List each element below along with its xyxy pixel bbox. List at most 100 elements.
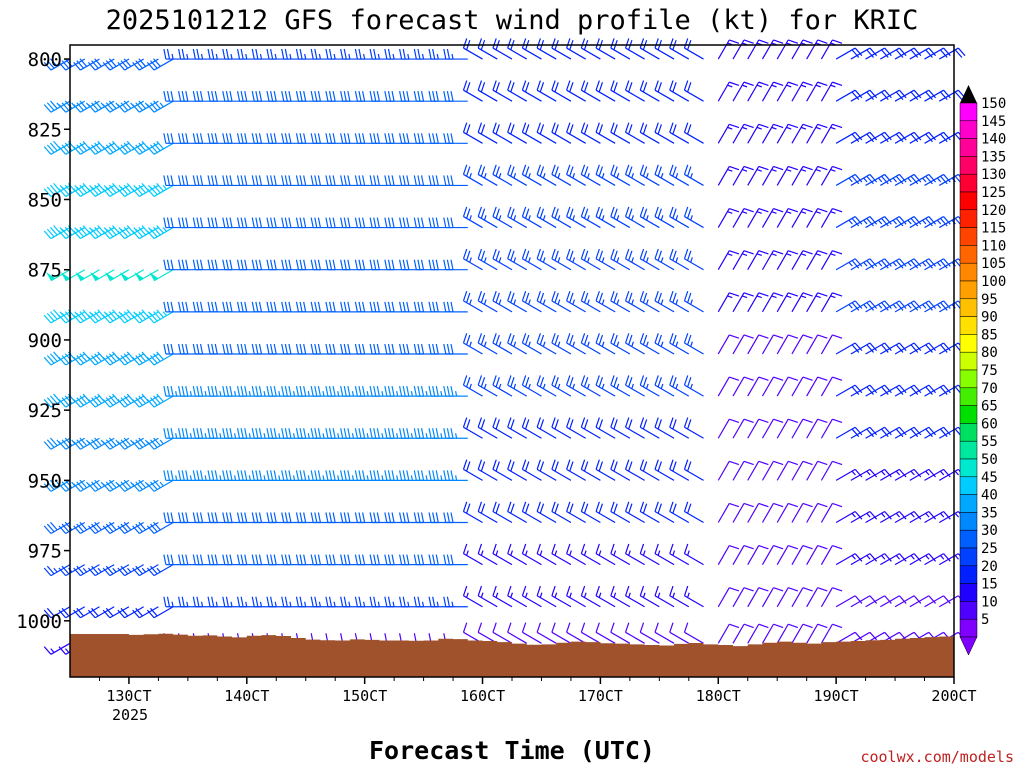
- x-tick-label: 150CT: [342, 687, 387, 705]
- wind-barb: [610, 80, 631, 102]
- wind-barb: [791, 502, 813, 523]
- wind-barb: [791, 623, 813, 644]
- wind-barb: [669, 206, 690, 229]
- wind-barb: [669, 290, 690, 313]
- wind-barb: [251, 133, 277, 144]
- colorbar-label: 150: [981, 96, 1006, 112]
- wind-barb: [806, 502, 828, 523]
- wind-barb: [43, 225, 71, 240]
- wind-barb: [551, 122, 572, 144]
- wind-barb: [835, 173, 863, 186]
- wind-barb: [595, 290, 616, 313]
- wind-barb: [551, 375, 572, 397]
- wind-barb: [820, 250, 843, 271]
- wind-barb: [428, 217, 454, 229]
- wind-barb: [428, 259, 454, 271]
- wind-barb: [477, 459, 498, 481]
- wind-barb: [806, 545, 828, 565]
- wind-barb: [880, 553, 907, 566]
- wind-barb: [761, 81, 784, 102]
- wind-barb: [580, 248, 601, 271]
- wind-barb: [610, 290, 631, 313]
- wind-barb: [443, 596, 468, 608]
- wind-barb: [639, 122, 660, 144]
- wind-barbs-layer: [43, 38, 966, 655]
- colorbar-swatch: [959, 618, 978, 638]
- wind-barb: [924, 131, 951, 144]
- wind-barb: [507, 290, 528, 313]
- wind-barb: [683, 38, 704, 60]
- wind-barb: [462, 375, 483, 397]
- wind-barb: [492, 122, 513, 144]
- wind-barb: [835, 510, 863, 524]
- wind-barb: [732, 623, 754, 644]
- colorbar-swatch: [959, 601, 978, 620]
- wind-barb: [462, 501, 483, 524]
- wind-barb: [610, 375, 631, 397]
- wind-barb: [865, 384, 892, 397]
- wind-barb: [747, 545, 769, 565]
- wind-barb: [850, 342, 878, 355]
- wind-barb: [462, 585, 483, 608]
- wind-barb: [507, 206, 528, 229]
- wind-barb: [732, 418, 754, 439]
- wind-barb: [462, 459, 483, 481]
- wind-barb: [820, 292, 843, 313]
- colorbar-label: 125: [981, 185, 1006, 201]
- wind-barb: [566, 122, 586, 144]
- wind-barb: [624, 585, 645, 608]
- wind-barb: [492, 164, 513, 186]
- wind-barb: [669, 333, 690, 355]
- wind-barb: [536, 333, 557, 355]
- wind-barb: [369, 428, 395, 439]
- colorbar-swatch: [959, 405, 978, 424]
- wind-barb: [880, 300, 907, 313]
- wind-barb: [146, 351, 174, 366]
- wind-barb: [776, 165, 799, 186]
- colorbar-label: 100: [981, 274, 1006, 290]
- wind-barb: [683, 122, 704, 144]
- wind-barb: [806, 250, 828, 271]
- wind-barb: [806, 207, 828, 228]
- wind-barb: [669, 543, 690, 566]
- colorbar-label: 65: [981, 399, 998, 415]
- wind-barb: [683, 417, 704, 439]
- wind-barb: [507, 543, 528, 566]
- wind-barb: [566, 164, 586, 186]
- wind-barb: [477, 248, 498, 271]
- wind-barb: [835, 595, 863, 608]
- wind-barb: [443, 470, 468, 481]
- wind-barb: [595, 459, 616, 481]
- wind-barb: [820, 376, 843, 397]
- wind-barb: [580, 206, 601, 229]
- credit-link[interactable]: coolwx.com/models: [860, 748, 1014, 766]
- wind-barb: [536, 622, 557, 644]
- wind-barb: [683, 459, 704, 481]
- wind-barb: [880, 468, 907, 481]
- wind-barb: [477, 585, 498, 608]
- wind-barb: [595, 80, 616, 102]
- wind-barb: [477, 80, 498, 102]
- wind-barb: [566, 80, 586, 102]
- wind-barb: [880, 216, 907, 229]
- colorbar-swatch: [959, 245, 978, 264]
- wind-barb: [462, 80, 483, 102]
- wind-barb: [207, 428, 233, 439]
- wind-barb: [43, 140, 71, 155]
- wind-barb: [477, 164, 498, 186]
- wind-barb: [894, 510, 922, 524]
- wind-barb: [654, 585, 675, 608]
- wind-barb: [835, 384, 863, 397]
- wind-barb: [820, 165, 843, 186]
- wind-barb: [717, 334, 740, 355]
- colorbar-label: 5: [981, 612, 989, 628]
- wind-barb: [761, 587, 784, 608]
- wind-barb: [462, 206, 483, 229]
- wind-barb: [521, 417, 542, 439]
- wind-barb: [192, 175, 218, 187]
- wind-barb: [192, 259, 218, 271]
- colorbar-label: 15: [981, 577, 998, 593]
- wind-barb: [477, 290, 498, 313]
- wind-barb: [835, 426, 863, 439]
- wind-barb: [806, 623, 828, 644]
